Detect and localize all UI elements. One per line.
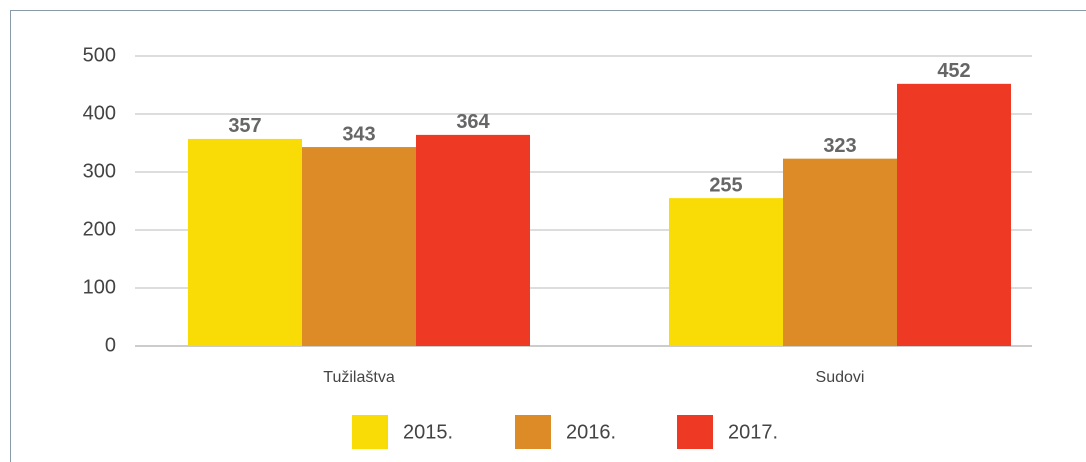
y-tick-label: 100: [83, 276, 116, 298]
value-label: 255: [709, 174, 742, 196]
bar: [302, 147, 416, 346]
legend-swatch: [515, 415, 551, 449]
bar: [897, 83, 1011, 346]
value-label: 452: [937, 60, 970, 82]
value-label: 364: [456, 111, 490, 133]
bar: [783, 158, 897, 346]
value-label: 357: [228, 115, 261, 137]
value-label: 343: [342, 123, 375, 145]
x-tick-label: Sudovi: [816, 369, 865, 386]
legend-label: 2016.: [566, 421, 616, 443]
bar: [416, 134, 530, 346]
bar: [188, 138, 302, 346]
legend-swatch: [677, 415, 713, 449]
value-label: 323: [823, 135, 856, 157]
y-tick-label: 400: [83, 102, 116, 124]
y-tick-label: 500: [83, 44, 116, 66]
y-tick-label: 200: [83, 218, 116, 240]
legend-swatch: [352, 415, 388, 449]
y-tick-label: 300: [83, 160, 116, 182]
bar: [669, 198, 783, 346]
legend-label: 2017.: [728, 421, 778, 443]
y-tick-label: 0: [105, 334, 116, 356]
legend-label: 2015.: [403, 421, 453, 443]
x-tick-label: Tužilaštva: [323, 369, 395, 386]
